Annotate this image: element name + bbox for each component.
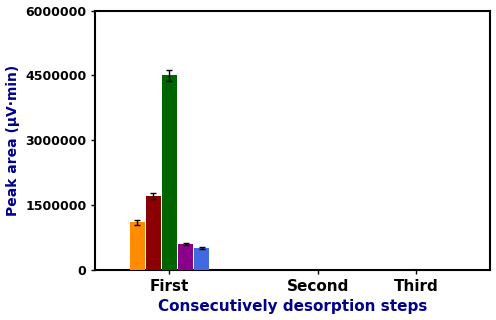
Bar xyxy=(194,248,209,270)
Bar xyxy=(162,76,177,270)
Bar xyxy=(130,222,145,270)
Bar xyxy=(178,244,193,270)
X-axis label: Consecutively desorption steps: Consecutively desorption steps xyxy=(158,300,428,315)
Y-axis label: Peak area (μV·min): Peak area (μV·min) xyxy=(5,65,19,216)
Bar xyxy=(146,196,161,270)
